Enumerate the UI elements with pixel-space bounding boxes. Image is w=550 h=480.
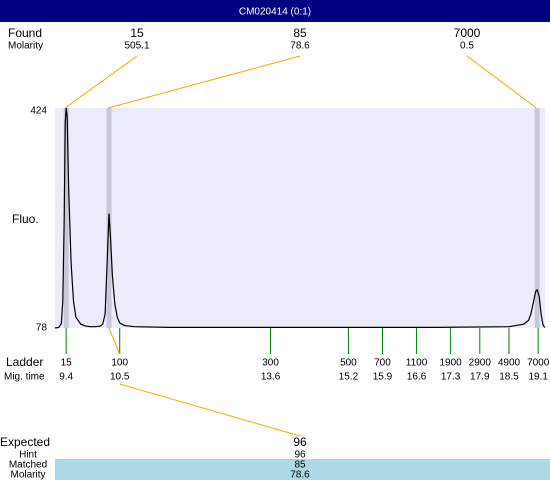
match-connector [108, 327, 121, 355]
ladder-time: 17.9 [470, 372, 490, 383]
y-tick-label: 424 [30, 106, 47, 117]
plot-area [55, 108, 545, 328]
ladder-size: 700 [374, 358, 391, 369]
found-peak-marker [534, 108, 540, 328]
title: CM020414 (0:1) [239, 7, 311, 18]
found-molarity: 505.1 [124, 41, 149, 52]
hint-label: Hint [19, 450, 37, 461]
found-connector [466, 55, 537, 109]
found-peak-marker [63, 108, 69, 328]
title-bar [0, 0, 550, 22]
matched-band [55, 459, 550, 480]
ladder-time: 16.6 [407, 372, 427, 383]
found-label: Found [8, 26, 42, 40]
ladder-size: 4900 [498, 358, 521, 369]
ladder-size: 500 [340, 358, 357, 369]
found-size: 7000 [454, 26, 481, 40]
ladder-time: 13.6 [261, 372, 281, 383]
found-molarity-label: Molarity [8, 41, 43, 52]
ladder-time: 19.1 [528, 372, 548, 383]
hint-value: 96 [294, 450, 306, 461]
expected-value: 96 [293, 435, 307, 449]
expected-molarity-label: Molarity [10, 470, 45, 480]
matched-label: Matched [9, 460, 47, 471]
ladder-time: 15.2 [339, 372, 359, 383]
found-size: 85 [293, 26, 307, 40]
expected-connector [119, 383, 301, 437]
ladder-size: 2900 [469, 358, 492, 369]
y-tick-label: 78 [36, 323, 48, 334]
ladder-size: 1100 [406, 358, 428, 369]
ladder-time: 18.5 [499, 372, 519, 383]
ladder-size: 100 [111, 358, 128, 369]
found-molarity: 0.5 [460, 41, 474, 52]
found-size: 15 [130, 26, 144, 40]
ladder-size: 1900 [439, 358, 462, 369]
ladder-time: 15.9 [373, 372, 393, 383]
ladder-size: 15 [61, 358, 73, 369]
ladder-size: 300 [262, 358, 279, 369]
found-connector [64, 55, 138, 109]
ladder-label: Ladder [6, 355, 43, 369]
trace [54, 107, 546, 329]
expected-label: Expected [0, 435, 50, 449]
ladder-time-label: Mig. time [4, 372, 45, 383]
ladder-size: 7000 [527, 358, 550, 369]
ladder-time: 9.4 [59, 372, 73, 383]
ladder-time: 17.3 [441, 372, 461, 383]
expected-molarity-value: 78.6 [290, 470, 310, 480]
y-axis-label: Fluo. [12, 212, 39, 226]
matched-value: 85 [294, 460, 306, 471]
found-molarity: 78.6 [290, 41, 310, 52]
ladder-time: 10.5 [110, 372, 130, 383]
found-connector [107, 55, 301, 109]
